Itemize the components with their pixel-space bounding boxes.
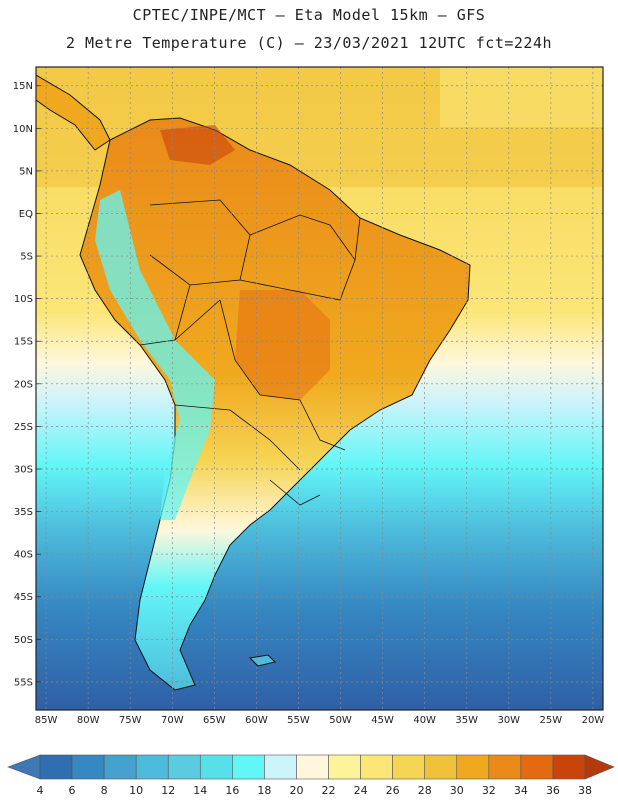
latitude-label: 40S [14,550,33,561]
colorbar-swatch [103,754,137,780]
colorbar-label: 6 [69,784,76,797]
colorbar-label: 32 [482,784,496,797]
colorbar-label: 28 [418,784,432,797]
longitude-label: 60W [245,715,268,726]
latitude-label: 10N [13,124,33,135]
longitude-label: 20W [582,715,605,726]
colorbar-swatch [264,754,297,780]
longitude-label: 45W [371,715,394,726]
colorbar-swatch [392,754,426,780]
colorbar-label: 14 [193,784,207,797]
colorbar-label: 16 [225,784,239,797]
longitude-label: 35W [455,715,478,726]
longitude-label: 70W [161,715,184,726]
longitude-label: 30W [497,715,520,726]
colorbar-label: 22 [322,784,336,797]
latitude-label: 15N [13,81,33,92]
latitude-label: 30S [14,464,33,475]
colorbar-swatch [232,754,265,780]
south-america-landmass [79,117,471,691]
colorbar-label: 4 [37,784,44,797]
longitude-label: 40W [413,715,436,726]
colorbar-arrow-high [584,754,615,780]
longitude-label: 50W [329,715,352,726]
colorbar-swatch [520,754,554,780]
colorbar-swatch [456,754,490,780]
colorbar-label: 26 [386,784,400,797]
longitude-label: 25W [540,715,563,726]
colorbar-label: 12 [161,784,175,797]
latitude-label: 5N [19,166,33,177]
colorbar-swatch [552,754,586,780]
longitude-label: 80W [77,715,100,726]
colorbar-label: 20 [289,784,303,797]
colorbar-arrow-low [7,754,41,780]
colorbar-swatch [167,754,201,780]
colorbar-swatch [424,754,458,780]
colorbar-swatch [328,754,361,780]
latitude-label: 55S [14,677,33,688]
latitude-label: 25S [14,422,33,433]
colorbar-label: 34 [514,784,528,797]
latitude-labels: 15N 10N 5N EQ 5S 10S 15S 20S 25S 30S 35S 40S 45S 50S 5… [13,81,33,688]
colorbar-label: 36 [546,784,560,797]
colorbar-label: 10 [129,784,143,797]
colorbar-swatch [39,754,73,780]
latitude-label: 45S [14,592,33,603]
colorbar-swatch [71,754,105,780]
colorbar: 4 6 8 10 12 14 16 18 20 22 24 26 28 30 32 34 36 38 [7,754,615,797]
colorbar-label: 18 [257,784,271,797]
colorbar-label: 24 [354,784,368,797]
colorbar-swatch [199,754,233,780]
longitude-label: 85W [35,715,58,726]
map-frame [35,66,604,711]
longitude-label: 65W [203,715,226,726]
latitude-label: 15S [14,337,33,348]
latitude-label: 10S [14,294,33,305]
chart-subtitle: 2 Metre Temperature (C) – 23/03/2021 12U… [65,34,553,52]
chart-title: CPTEC/INPE/MCT – Eta Model 15km – GFS [132,6,486,24]
latitude-label: 5S [20,252,33,263]
map-field [36,67,603,710]
latitude-label: 35S [14,507,33,518]
colorbar-swatch [488,754,522,780]
latitude-label: EQ [19,209,33,220]
longitude-labels: 85W 80W 75W 70W 65W 60W 55W 50W 45W 40W 35W 30W 25W 2… [35,715,605,726]
latitude-label: 20S [14,379,33,390]
colorbar-swatch [296,754,329,780]
colorbar-swatch [360,754,393,780]
colorbar-swatch [135,754,169,780]
latitude-label: 50S [14,635,33,646]
longitude-label: 55W [287,715,310,726]
graticule [36,67,603,710]
colorbar-label: 38 [578,784,592,797]
colorbar-label: 30 [450,784,464,797]
colorbar-label: 8 [101,784,108,797]
longitude-label: 75W [119,715,142,726]
